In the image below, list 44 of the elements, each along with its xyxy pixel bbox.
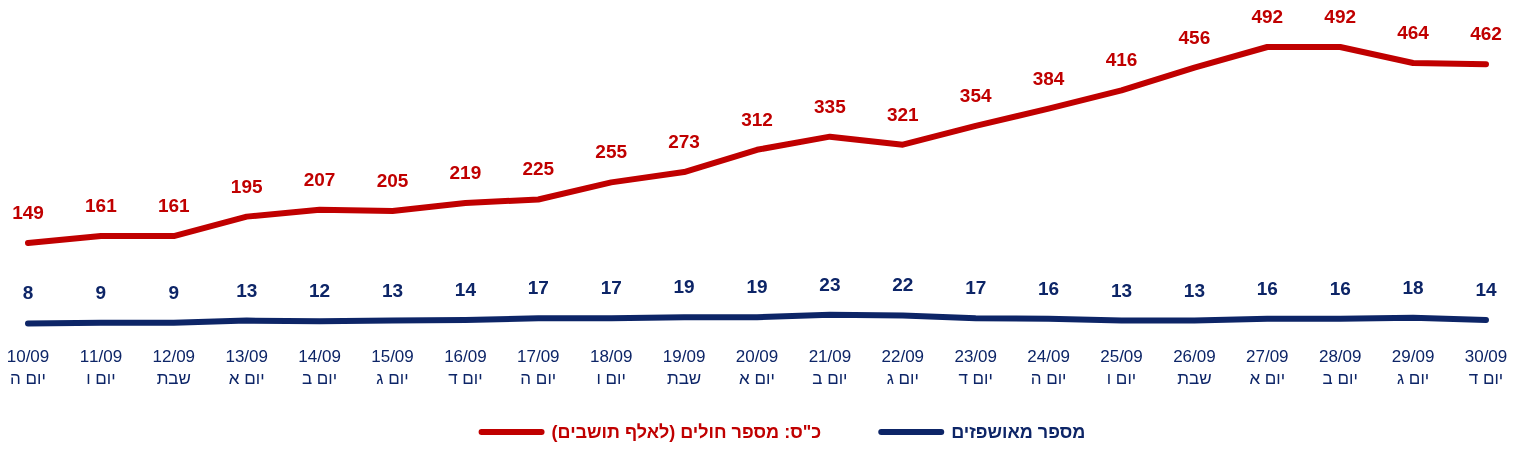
data-label: 207 [303,168,336,190]
data-label: 13 [1110,279,1133,301]
data-label: 492 [1251,6,1284,27]
data-label: 456 [1178,26,1211,48]
data-label: 464 [1397,22,1429,43]
data-label: 8 [22,282,34,304]
data-label: 335 [814,95,846,117]
data-label: 195 [230,175,263,197]
data-label: 9 [168,281,180,303]
data-label: 19 [673,276,695,298]
data-label: 14 [1475,279,1497,300]
data-label: 18 [1402,276,1424,298]
data-label: 16 [1329,277,1351,299]
data-label: 17 [600,277,622,299]
legend-label: מספר מאושפזים [951,422,1086,442]
data-label: 312 [741,108,773,130]
data-label: 13 [1183,279,1205,301]
data-label: 416 [1105,49,1138,71]
data-label: 161 [85,195,117,217]
data-label: 462 [1470,23,1502,45]
data-label: 492 [1324,6,1357,27]
data-label: 22 [892,274,914,296]
data-label: 321 [886,103,919,125]
data-label: 225 [522,158,555,180]
data-label: 149 [12,201,44,223]
data-label: 17 [965,277,987,299]
data-label: 255 [595,141,628,163]
data-label: 354 [959,84,992,106]
data-label: 13 [381,279,404,301]
data-label: 219 [449,161,482,183]
data-label: 17 [527,277,549,299]
data-label: 9 [95,281,107,303]
data-label: 12 [309,280,331,302]
data-label: 16 [1038,277,1060,299]
data-label: 14 [454,279,476,300]
data-label: 384 [1032,67,1065,89]
data-label: 273 [668,131,700,153]
data-label: 19 [746,276,768,298]
data-label: 205 [376,169,409,191]
legend-label: כ"ס: מספר חולים (לאלף תושבים) [551,422,822,442]
data-label: 23 [819,273,841,295]
data-label: 16 [1256,277,1278,299]
data-label: 161 [157,195,190,217]
data-label: 13 [236,279,258,301]
